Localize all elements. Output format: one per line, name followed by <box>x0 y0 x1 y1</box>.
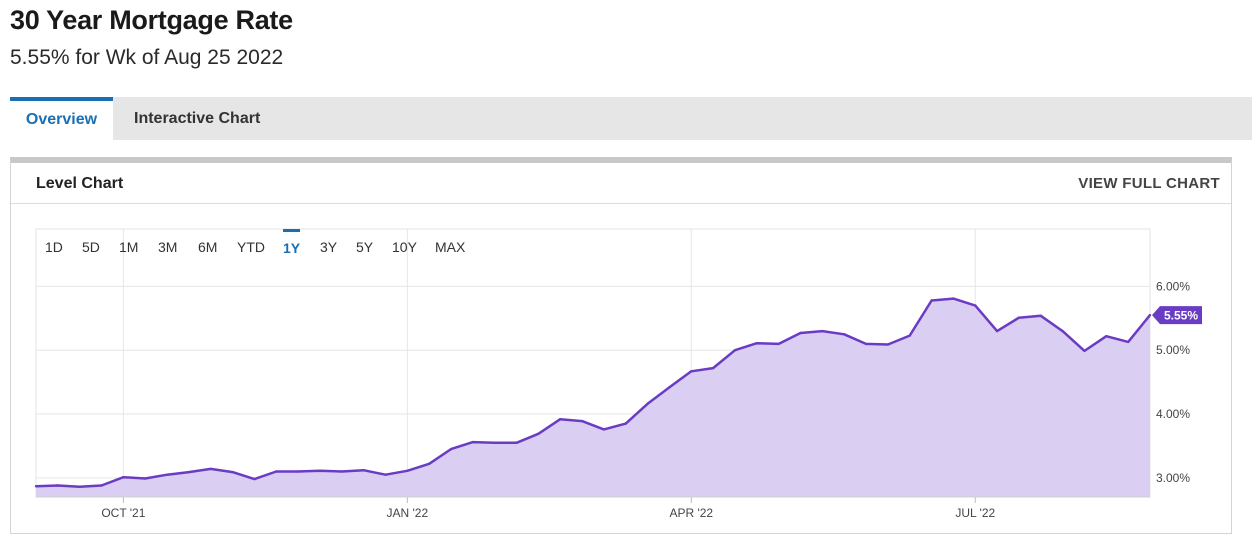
range-ytd[interactable]: YTD <box>237 239 265 255</box>
range-5d[interactable]: 5D <box>82 239 100 255</box>
tab-overview[interactable]: Overview <box>10 97 113 140</box>
data-point <box>362 469 365 472</box>
data-point <box>821 329 824 333</box>
data-point <box>1017 316 1021 319</box>
y-tick-label: 4.00% <box>1156 407 1190 421</box>
data-point <box>646 402 649 405</box>
range-1m[interactable]: 1M <box>119 239 139 255</box>
data-point <box>100 484 103 487</box>
range-10y[interactable]: 10Y <box>392 239 417 255</box>
data-point <box>318 469 322 472</box>
data-point <box>602 428 606 431</box>
data-point <box>384 473 387 476</box>
data-point <box>1083 349 1086 353</box>
data-point <box>559 418 562 421</box>
tab-bar: Overview Interactive Chart <box>10 97 1252 140</box>
y-tick-label: 5.00% <box>1156 343 1190 357</box>
data-point <box>449 447 453 451</box>
data-point <box>296 470 300 473</box>
data-point <box>711 366 715 370</box>
data-point <box>122 476 125 479</box>
range-3m[interactable]: 3M <box>158 239 178 255</box>
data-point <box>995 329 999 333</box>
x-tick-label: JUL '22 <box>955 506 995 520</box>
data-point <box>580 419 584 423</box>
data-point <box>1105 335 1108 338</box>
tab-interactive-chart[interactable]: Interactive Chart <box>134 110 261 127</box>
data-point <box>428 462 431 465</box>
data-point <box>515 441 518 444</box>
range-5y[interactable]: 5Y <box>356 239 374 255</box>
y-tick-label: 3.00% <box>1156 471 1190 485</box>
panel-header: Level Chart VIEW FULL CHART <box>11 163 1231 204</box>
data-point <box>755 342 758 345</box>
data-point <box>78 485 81 488</box>
series-area <box>36 298 1150 497</box>
data-point <box>1039 314 1043 317</box>
range-3y[interactable]: 3Y <box>320 239 338 255</box>
range-1y[interactable]: 1Y <box>283 229 301 265</box>
data-point <box>930 299 933 302</box>
data-point <box>144 477 147 480</box>
data-point <box>777 342 780 346</box>
y-tick-label: 6.00% <box>1156 279 1190 293</box>
last-value-tag <box>1152 306 1202 325</box>
data-point <box>275 470 278 473</box>
data-point <box>231 470 234 474</box>
data-point <box>952 297 955 300</box>
data-point <box>493 441 496 444</box>
data-point <box>690 370 693 373</box>
data-point <box>1061 329 1064 333</box>
series-line <box>35 297 1151 489</box>
data-point <box>406 469 409 472</box>
data-point <box>340 470 343 473</box>
data-point <box>1127 340 1130 344</box>
data-point <box>209 467 212 471</box>
page-subtitle: 5.55% for Wk of Aug 25 2022 <box>10 46 284 69</box>
range-6m[interactable]: 6M <box>198 239 218 255</box>
last-value-label: 5.55% <box>1164 309 1198 323</box>
data-point <box>886 343 890 346</box>
data-point <box>1148 313 1152 317</box>
data-point <box>187 470 191 474</box>
data-point <box>56 484 59 487</box>
data-point <box>537 432 540 435</box>
panel-title: Level Chart <box>36 175 124 192</box>
page-title: 30 Year Mortgage Rate <box>10 5 293 35</box>
data-point <box>843 333 846 336</box>
x-tick-label: JAN '22 <box>387 506 429 520</box>
range-1d[interactable]: 1D <box>45 239 63 255</box>
x-tick-label: APR '22 <box>669 506 713 520</box>
data-point <box>799 331 802 335</box>
data-point <box>624 422 627 425</box>
data-point <box>974 304 977 307</box>
data-point <box>34 485 38 488</box>
data-point <box>668 386 671 389</box>
view-full-chart-link[interactable]: VIEW FULL CHART <box>1078 175 1220 192</box>
data-point <box>864 342 868 346</box>
data-point <box>908 334 911 337</box>
x-tick-label: OCT '21 <box>101 506 145 520</box>
data-point <box>165 473 169 476</box>
data-point <box>733 349 737 352</box>
data-point <box>471 440 475 444</box>
range-max[interactable]: MAX <box>435 239 466 255</box>
data-point <box>253 477 256 481</box>
